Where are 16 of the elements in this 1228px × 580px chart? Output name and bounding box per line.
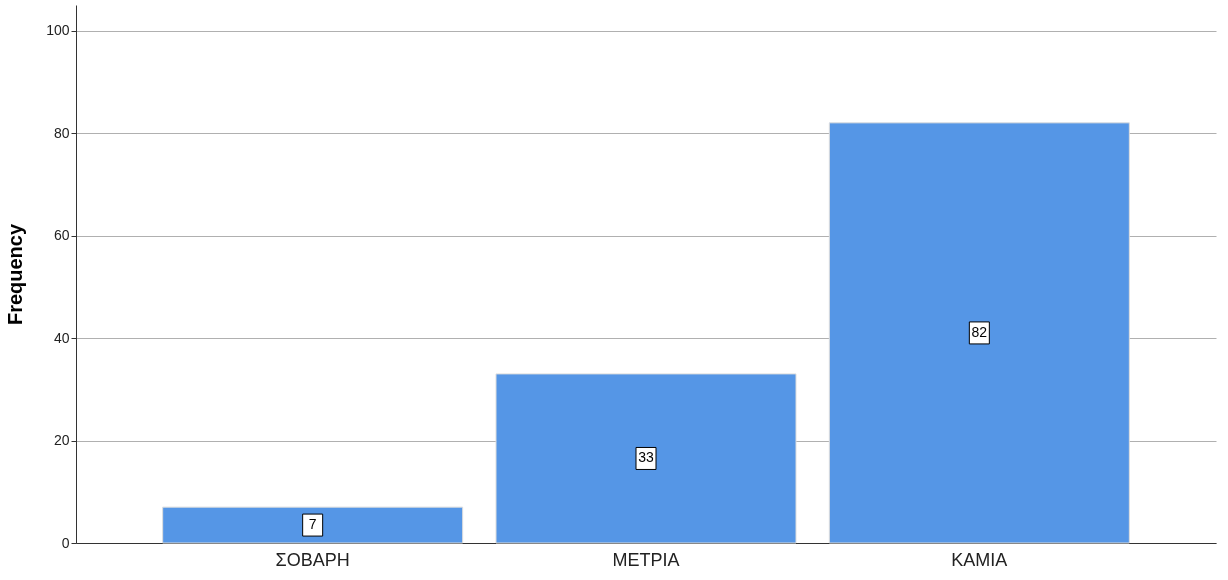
y-tick-label: 0 [61,534,70,551]
data-label: 7 [308,516,317,533]
data-label: 82 [971,323,988,340]
x-tick-label: ΜΕΤΡΙΑ [612,549,680,570]
y-tick-label: 80 [53,124,70,141]
y-axis-title: Frequency [4,223,27,326]
bar [828,122,1130,544]
x-tick-label: ΣΟΒΑΡΗ [275,549,350,570]
x-tick-label: ΚΑΜΙΑ [951,549,1008,570]
bar [495,373,797,544]
y-tick-label: 40 [53,329,70,346]
data-label: 33 [638,449,654,466]
bar [162,506,464,544]
y-tick-label: 100 [46,22,70,39]
y-tick-label: 60 [53,227,70,244]
y-tick-label: 20 [53,432,70,449]
